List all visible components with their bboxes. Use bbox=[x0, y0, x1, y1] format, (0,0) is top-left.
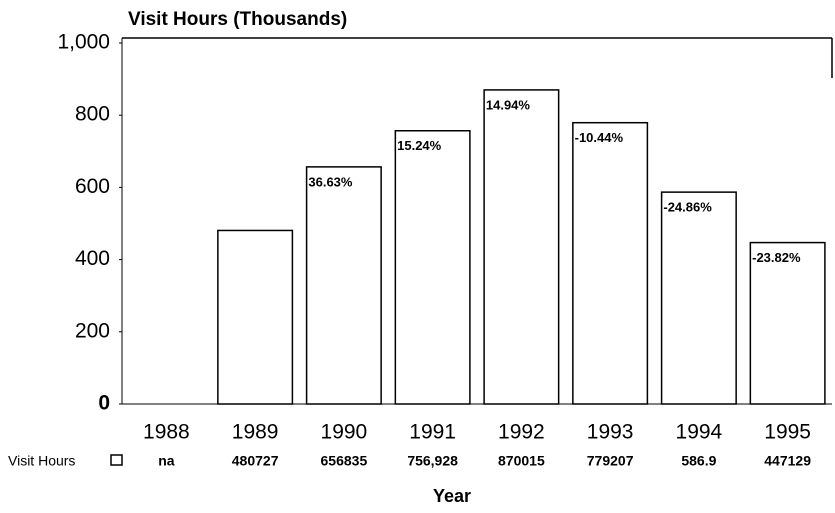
y-tick-label: 600 bbox=[75, 175, 110, 198]
table-cell: 480727 bbox=[232, 453, 279, 469]
x-axis-label: Year bbox=[433, 486, 471, 506]
x-tick-label: 1990 bbox=[321, 421, 368, 444]
x-tick-label: 1993 bbox=[587, 421, 634, 444]
bar bbox=[305, 166, 382, 405]
y-tick-label: 200 bbox=[75, 319, 110, 342]
x-tick-label: 1991 bbox=[409, 421, 456, 444]
bar bbox=[572, 121, 649, 405]
y-tick-label: 800 bbox=[75, 103, 110, 126]
table-cell: na bbox=[158, 453, 175, 469]
table-cell: 447129 bbox=[764, 453, 811, 469]
x-tick-label: 1988 bbox=[143, 421, 190, 444]
change-label: -10.44% bbox=[575, 130, 624, 145]
change-label: -24.86% bbox=[663, 200, 712, 215]
table-cell: 779207 bbox=[587, 453, 634, 469]
change-label: 15.24% bbox=[397, 138, 442, 153]
table-cell: 656835 bbox=[321, 453, 368, 469]
table-cell: 870015 bbox=[498, 453, 545, 469]
table-row-label: Visit Hours bbox=[8, 453, 75, 469]
table-cell: 586.9 bbox=[681, 453, 716, 469]
bar bbox=[660, 191, 737, 405]
chart-title: Visit Hours (Thousands) bbox=[128, 9, 347, 30]
x-tick-label: 1995 bbox=[764, 421, 811, 444]
table-cell: 756,928 bbox=[407, 453, 458, 469]
x-tick-label: 1994 bbox=[676, 421, 723, 444]
x-tick-label: 1992 bbox=[498, 421, 545, 444]
bar bbox=[217, 229, 294, 405]
bar bbox=[749, 241, 826, 405]
change-label: 36.63% bbox=[308, 174, 353, 189]
y-tick-label: 1,000 bbox=[57, 31, 110, 54]
x-tick-label: 1989 bbox=[232, 421, 279, 444]
y-tick-label: 0 bbox=[98, 392, 110, 415]
bar bbox=[394, 129, 471, 405]
legend-swatch bbox=[110, 454, 123, 466]
change-label: -23.82% bbox=[752, 250, 801, 265]
y-tick-label: 400 bbox=[75, 247, 110, 270]
change-label: 14.94% bbox=[486, 97, 531, 112]
bar bbox=[483, 89, 560, 405]
